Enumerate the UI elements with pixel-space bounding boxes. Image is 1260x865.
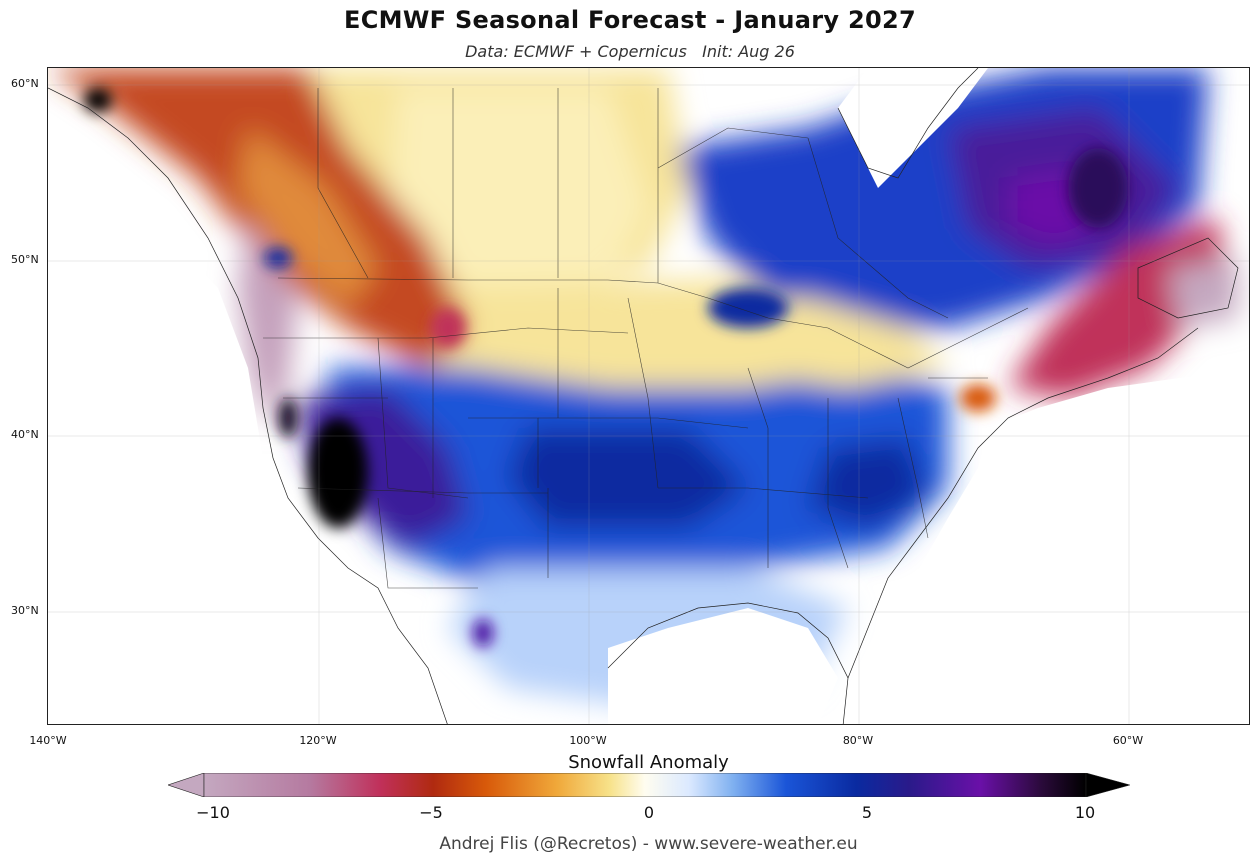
borders [263, 88, 1029, 589]
lat-label-50: 50°N [11, 253, 39, 266]
lon-label-120: 120°W [299, 734, 337, 747]
lat-label-30: 30°N [11, 604, 39, 617]
colorbar-title: Snowfall Anomaly [568, 752, 729, 773]
colorbar-max-arrow [1085, 773, 1130, 797]
page-title: ECMWF Seasonal Forecast - January 2027 [344, 6, 916, 34]
graticule [48, 68, 1249, 724]
page-subtitle: Data: ECMWF + Copernicus Init: Aug 26 [465, 42, 795, 61]
lon-label-140: 140°W [29, 734, 67, 747]
colorbar-gradient [203, 773, 1087, 797]
lat-label-60: 60°N [11, 77, 39, 90]
colorbar [168, 773, 1130, 797]
map-canvas [48, 68, 1249, 724]
anomaly-spots [84, 88, 1128, 647]
forecast-map [47, 67, 1250, 725]
lon-label-100: 100°W [569, 734, 607, 747]
colorbar-tick-minus5: −5 [419, 803, 443, 822]
colorbar-tick-10: 10 [1074, 803, 1096, 822]
credit-line: Andrej Flis (@Recretos) - www.severe-wea… [439, 834, 858, 854]
lon-label-60: 60°W [1112, 734, 1144, 747]
lat-label-40: 40°N [11, 428, 39, 441]
colorbar-min-arrow [168, 773, 205, 797]
colorbar-tick-0: 0 [643, 803, 655, 822]
lon-label-80: 80°W [842, 734, 874, 747]
colorbar-tick-minus10: −10 [196, 803, 230, 822]
coastline [48, 68, 1239, 724]
ocean-mask [48, 88, 1249, 724]
colorbar-tick-5: 5 [861, 803, 873, 822]
